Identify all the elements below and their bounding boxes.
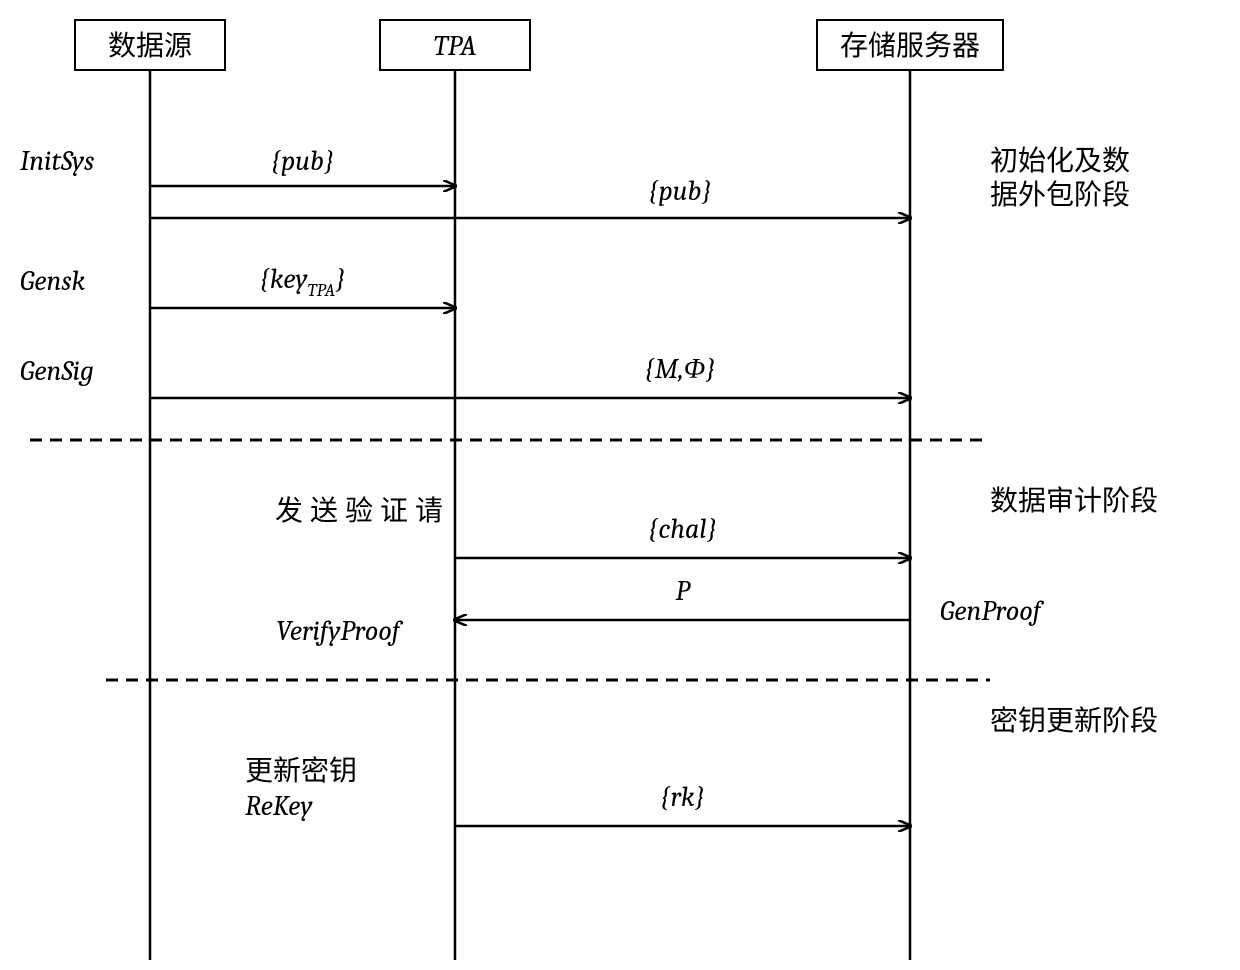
extra-label-4: ReKey [245, 790, 313, 822]
phase-label-1-0: 数据审计阶段 [990, 485, 1158, 517]
message-label-0: {pub} [271, 145, 335, 177]
left-label-2: GenSig [20, 355, 94, 387]
participant-label-tpa: TPA [434, 30, 477, 62]
message-label-2: {keyTPA} [259, 263, 345, 301]
message-label-3: {M,Φ} [644, 353, 715, 385]
phase-label-0-1: 据外包阶段 [990, 179, 1130, 211]
message-label-5: P [675, 575, 691, 607]
participant-label-source: 数据源 [108, 30, 192, 62]
message-label-rekey: {rk} [660, 781, 705, 813]
extra-label-0: 发 送 验 证 请 [275, 495, 443, 527]
phase-label-0-0: 初始化及数 [990, 145, 1130, 177]
message-label-1: {pub} [648, 175, 712, 207]
extra-label-3: 更新密钥 [245, 755, 357, 787]
left-label-0: InitSys [20, 145, 94, 177]
left-label-1: Gensk [20, 265, 86, 297]
phase-label-2-0: 密钥更新阶段 [990, 705, 1158, 737]
extra-label-2: GenProof [940, 595, 1045, 627]
extra-label-1: VerifyProof [276, 615, 404, 647]
message-label-4: {chal} [648, 513, 717, 545]
participant-label-server: 存储服务器 [840, 30, 980, 62]
